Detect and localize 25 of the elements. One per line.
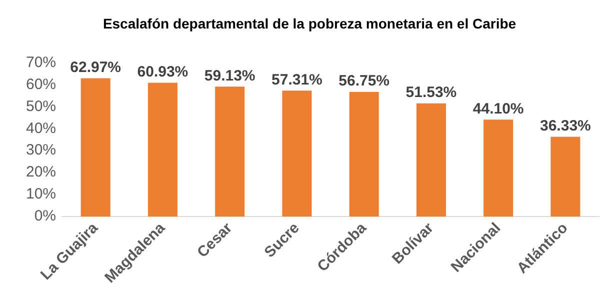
data-label: 56.75% [338,72,390,90]
y-tick-label: 30% [26,142,56,159]
data-label: 44.10% [472,100,524,118]
bar [80,78,110,216]
data-label: 60.93% [137,63,188,80]
bar [484,120,514,216]
y-tick-label: 10% [26,186,56,203]
bar [550,136,580,216]
bar [349,92,379,216]
data-label: 57.31% [272,71,322,88]
chart-title: Escalafón departamental de la pobreza monetaria en el Caribe [102,15,516,32]
y-tick-label: 40% [26,120,56,137]
y-tick-label: 60% [26,76,56,93]
y-tick-label: 20% [26,164,56,181]
bar [416,103,446,216]
data-label: 62.97% [70,58,122,76]
data-label: 36.33% [540,117,591,134]
bar [148,82,178,216]
data-label: 51.53% [406,84,457,101]
y-tick-label: 50% [26,98,56,115]
y-tick-label: 70% [26,54,56,71]
data-label: 59.13% [204,67,256,84]
bar [282,90,312,216]
bar [215,86,245,216]
y-tick-label: 0% [34,208,56,225]
